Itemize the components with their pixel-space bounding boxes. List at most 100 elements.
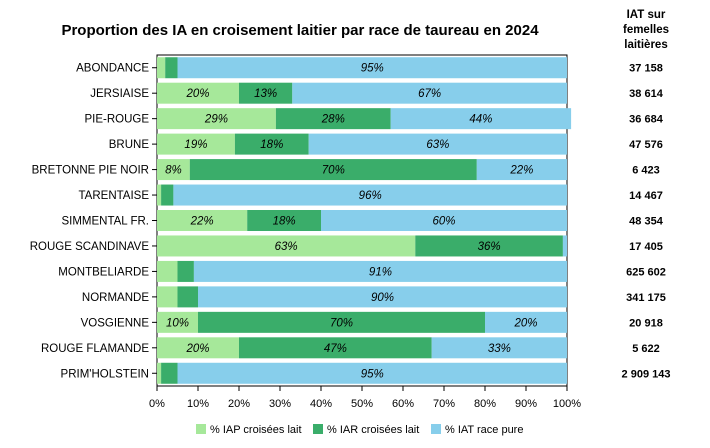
bar-segment-1-5 — [157, 159, 190, 181]
bar-label-3-1: 95% — [361, 63, 384, 75]
iat-value-7: 48 354 — [629, 216, 664, 228]
iat-value-1: 37 158 — [629, 63, 663, 75]
bar-segment-3-5 — [476, 159, 567, 181]
bar-segment-2-10 — [177, 286, 198, 308]
bar-label-2-8: 36% — [478, 241, 501, 253]
bar-segment-3-3 — [390, 108, 572, 130]
bar-label-2-4: 18% — [260, 139, 283, 151]
bar-segment-1-11 — [157, 311, 198, 333]
category-label-6: TARENTAISE — [79, 190, 150, 202]
bar-label-1-2: 20% — [185, 88, 209, 100]
bar-segment-1-10 — [157, 286, 178, 308]
bar-label-3-10: 90% — [371, 292, 394, 304]
bar-segment-1-8 — [157, 235, 416, 257]
iat-value-8: 17 405 — [629, 241, 663, 253]
bar-segment-1-7 — [157, 210, 248, 231]
bar-label-2-12: 47% — [324, 343, 347, 355]
bar-label-3-3: 44% — [469, 114, 492, 126]
iat-header-line-1: IAT sur — [626, 9, 666, 21]
bar-label-2-2: 13% — [254, 88, 277, 100]
bar-segment-2-9 — [177, 260, 194, 282]
bar-label-3-4: 63% — [426, 139, 449, 151]
bar-segment-2-13 — [161, 362, 178, 384]
bar-segment-3-2 — [292, 82, 567, 104]
bar-segment-2-3 — [275, 108, 391, 130]
x-tick-label-4: 30% — [269, 398, 291, 410]
bar-segment-1-1 — [157, 57, 166, 79]
legend-swatch-3 — [431, 424, 441, 434]
bar-segment-2-1 — [165, 57, 178, 79]
bar-label-3-6: 96% — [359, 190, 382, 202]
bar-segment-2-11 — [198, 311, 485, 333]
bar-segment-3-11 — [485, 311, 567, 333]
bar-label-1-4: 19% — [184, 139, 207, 151]
bar-label-3-11: 20% — [513, 317, 537, 329]
iat-value-5: 6 423 — [632, 165, 660, 177]
bar-label-1-7: 22% — [190, 216, 214, 228]
bar-label-2-3: 28% — [321, 114, 345, 126]
x-tick-label-8: 70% — [433, 398, 455, 410]
category-label-8: ROUGE SCANDINAVE — [30, 241, 150, 253]
bar-segment-1-9 — [157, 260, 178, 282]
bar-label-3-7: 60% — [432, 216, 455, 228]
bar-segment-2-12 — [239, 337, 432, 359]
category-label-13: PRIM'HOLSTEIN — [61, 368, 149, 380]
bar-segment-2-7 — [247, 210, 321, 231]
bar-segment-2-5 — [189, 159, 477, 181]
bar-segment-3-1 — [177, 57, 567, 79]
iat-value-9: 625 602 — [626, 266, 666, 278]
category-label-11: VOSGIENNE — [81, 317, 150, 329]
bar-label-1-5: 8% — [165, 165, 182, 177]
bar-segment-3-9 — [193, 260, 567, 282]
bar-label-3-9: 91% — [369, 266, 392, 278]
bar-label-3-12: 33% — [488, 343, 511, 355]
category-label-1: ABONDANCE — [76, 63, 149, 75]
category-label-10: NORMANDE — [82, 292, 149, 304]
bar-label-3-5: 22% — [509, 165, 533, 177]
bar-label-2-7: 18% — [273, 216, 296, 228]
bar-segment-1-13 — [157, 362, 162, 384]
category-label-3: PIE-ROUGE — [84, 114, 149, 126]
x-tick-label-11: 100% — [553, 398, 581, 410]
bar-label-3-13: 95% — [361, 368, 384, 380]
bar-segment-1-4 — [157, 133, 235, 155]
bar-segment-3-4 — [308, 133, 567, 155]
bar-segment-3-6 — [173, 184, 567, 206]
category-label-9: MONTBELIARDE — [58, 266, 149, 278]
bar-label-2-11: 70% — [330, 317, 353, 329]
bar-segment-1-6 — [157, 184, 162, 206]
bar-segment-2-4 — [234, 133, 309, 155]
iat-value-11: 20 918 — [629, 317, 663, 329]
bar-segment-3-7 — [321, 210, 567, 231]
bar-label-1-8: 63% — [275, 241, 298, 253]
bar-label-1-3: 29% — [204, 114, 228, 126]
category-label-4: BRUNE — [109, 139, 150, 151]
bar-segment-2-8 — [415, 235, 563, 257]
x-tick-label-7: 60% — [392, 398, 414, 410]
iat-value-6: 14 467 — [629, 190, 663, 202]
bar-segment-3-12 — [431, 337, 567, 359]
category-label-5: BRETONNE PIE NOIR — [32, 165, 149, 177]
bar-label-3-2: 67% — [418, 88, 441, 100]
x-tick-label-3: 20% — [228, 398, 250, 410]
category-label-7: SIMMENTAL FR. — [61, 216, 149, 228]
iat-value-2: 38 614 — [629, 88, 664, 100]
x-tick-label-10: 90% — [515, 398, 537, 410]
bar-segment-1-12 — [157, 337, 239, 359]
chart-title: Proportion des IA en croisement laitier … — [61, 22, 539, 39]
bar-segment-1-2 — [157, 82, 239, 104]
bar-segment-1-3 — [157, 108, 276, 130]
category-label-2: JERSIAISE — [90, 88, 149, 100]
x-tick-label-1: 0% — [149, 398, 165, 410]
bar-segment-3-8 — [562, 235, 567, 257]
legend-label-1: % IAP croisées lait — [210, 424, 302, 436]
legend-swatch-2 — [313, 424, 323, 434]
iat-header-line-2: femelles — [622, 24, 670, 36]
legend-swatch-1 — [196, 424, 206, 434]
x-tick-label-2: 10% — [187, 398, 209, 410]
iat-value-4: 47 576 — [629, 139, 663, 151]
iat-column-header: IAT sur femelles laitières — [590, 8, 702, 53]
category-label-12: ROUGE FLAMANDE — [41, 343, 149, 355]
